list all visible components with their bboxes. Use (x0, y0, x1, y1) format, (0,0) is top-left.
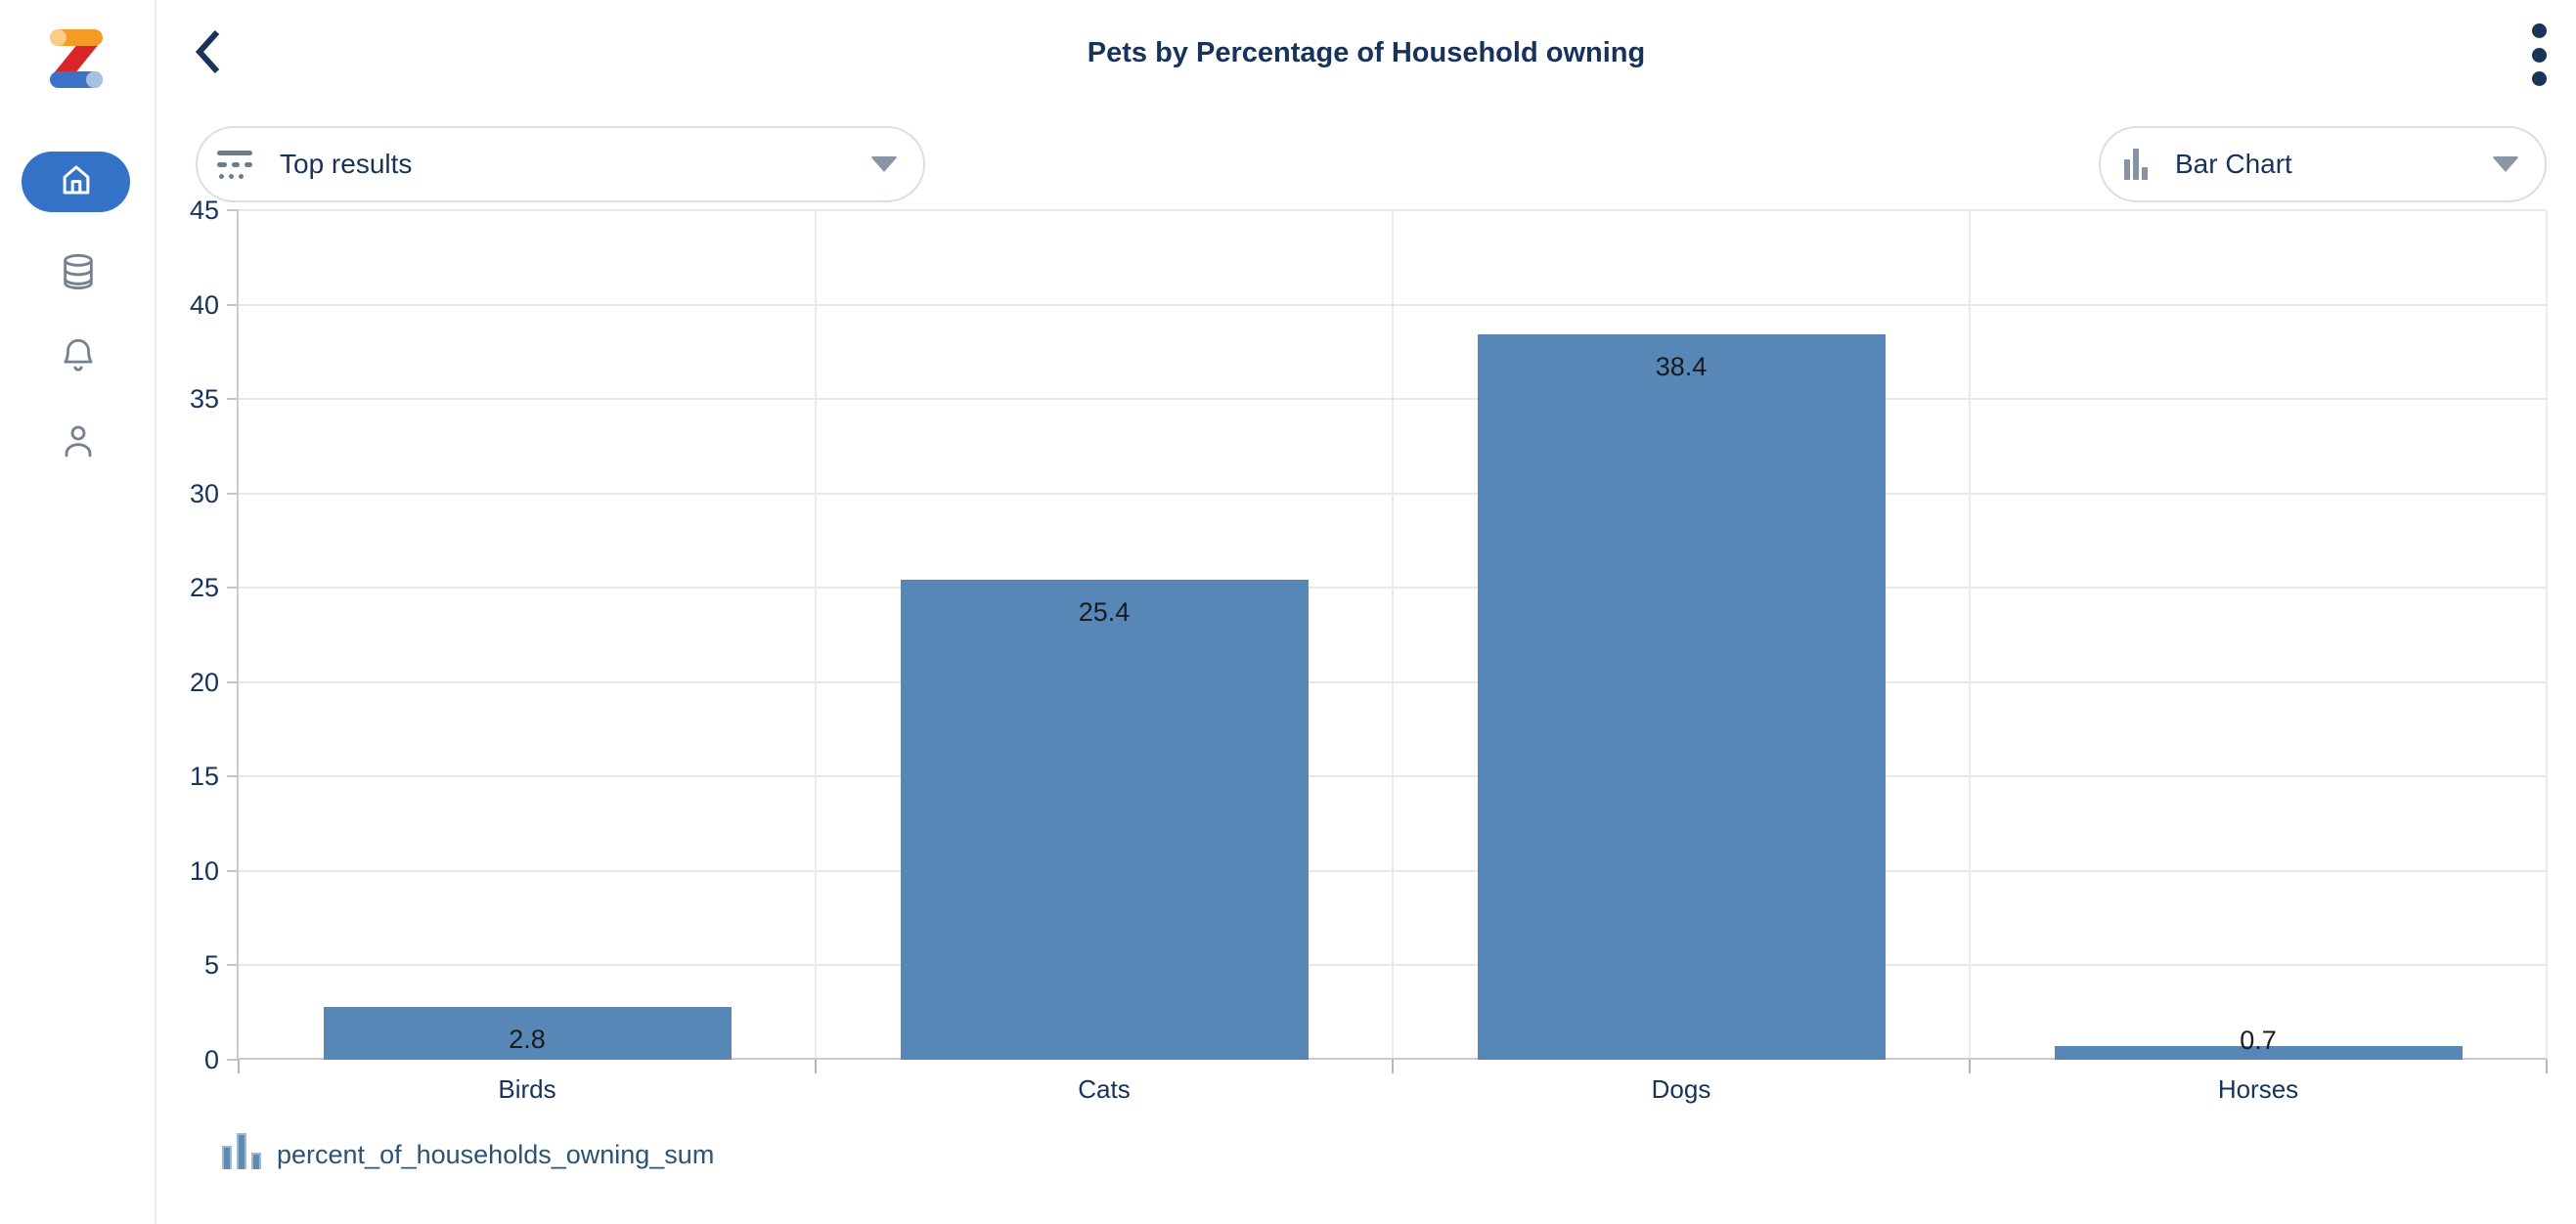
x-axis-tick (1969, 1060, 1971, 1073)
y-axis-tick (227, 209, 239, 211)
y-axis-tick-label: 5 (203, 950, 219, 981)
bar-value-label: 38.4 (1655, 352, 1708, 382)
results-filter-label: Top results (280, 149, 413, 179)
x-axis-category-label: Cats (1078, 1074, 1131, 1104)
x-axis-line (239, 1058, 2547, 1060)
legend-series-label: percent_of_households_owning_sum (277, 1140, 715, 1169)
y-axis-tick-label: 20 (189, 667, 219, 697)
y-axis-tick-label: 25 (189, 573, 219, 603)
chevron-left-icon (193, 29, 222, 79)
bar-dogs[interactable] (1477, 334, 1886, 1060)
bell-icon (58, 335, 99, 376)
y-axis-tick-label: 15 (189, 762, 219, 792)
back-button[interactable] (188, 29, 227, 78)
x-axis-tick (1392, 1060, 1394, 1073)
y-axis-tick (227, 303, 239, 306)
y-axis-tick-label: 45 (189, 196, 219, 225)
results-filter-dropdown[interactable]: Top results (196, 126, 925, 202)
gridline-vertical (1392, 210, 1394, 1060)
sidebar-item-profile[interactable] (0, 414, 156, 468)
kebab-dot (2531, 47, 2547, 63)
sidebar-item-home[interactable] (22, 152, 130, 212)
y-axis-tick-label: 10 (189, 855, 219, 886)
chart-type-label: Bar Chart (2175, 149, 2292, 179)
y-axis-line (237, 210, 239, 1060)
person-icon (59, 420, 98, 461)
filter-lines-icon (217, 149, 254, 180)
kebab-dot (2531, 23, 2547, 38)
app-logo-icon[interactable] (44, 25, 109, 92)
x-axis-category-label: Horses (2217, 1074, 2299, 1104)
bar-value-label: 25.4 (1078, 597, 1131, 628)
y-axis-tick (227, 680, 239, 683)
kebab-dot (2531, 71, 2547, 86)
x-axis-tick (238, 1060, 240, 1073)
y-axis-tick-label: 35 (189, 384, 219, 415)
sidebar-item-data[interactable] (0, 244, 156, 299)
x-axis-category-label: Birds (498, 1074, 556, 1104)
chevron-down-icon (870, 156, 898, 172)
database-icon (59, 251, 98, 292)
x-axis-tick (2546, 1060, 2548, 1073)
y-axis-tick-label: 30 (189, 478, 219, 508)
chart-legend[interactable]: percent_of_households_owning_sum (222, 1126, 714, 1169)
bar-birds[interactable] (323, 1006, 732, 1060)
y-axis-tick (227, 964, 239, 967)
legend-bar-chart-icon (222, 1132, 263, 1169)
bar-value-label: 2.8 (509, 1024, 546, 1054)
bar-horses[interactable] (2054, 1046, 2463, 1060)
y-axis-tick-label: 0 (203, 1045, 219, 1074)
y-axis-tick-label: 40 (189, 289, 219, 320)
bar-value-label: 0.7 (2240, 1026, 2277, 1056)
gridline-vertical (815, 210, 817, 1060)
bar-chart-icon (2124, 149, 2150, 180)
y-axis-tick (227, 587, 239, 590)
y-axis-tick (227, 869, 239, 872)
bar-cats[interactable] (900, 580, 1309, 1060)
chart-type-dropdown[interactable]: Bar Chart (2099, 126, 2547, 202)
more-options-button[interactable] (2519, 23, 2558, 86)
chevron-down-icon (2492, 156, 2519, 172)
x-axis-category-label: Dogs (1651, 1074, 1711, 1104)
y-axis-tick (227, 398, 239, 401)
page-title: Pets by Percentage of Household owning (1087, 37, 1646, 68)
sidebar (0, 0, 156, 1224)
sidebar-item-notifications[interactable] (0, 328, 156, 383)
home-icon (58, 161, 95, 203)
gridline-vertical (2546, 210, 2548, 1060)
x-axis-tick (815, 1060, 817, 1073)
y-axis-tick (227, 1059, 239, 1061)
y-axis-tick (227, 492, 239, 495)
gridline-vertical (1969, 210, 1971, 1060)
y-axis-tick (227, 775, 239, 778)
